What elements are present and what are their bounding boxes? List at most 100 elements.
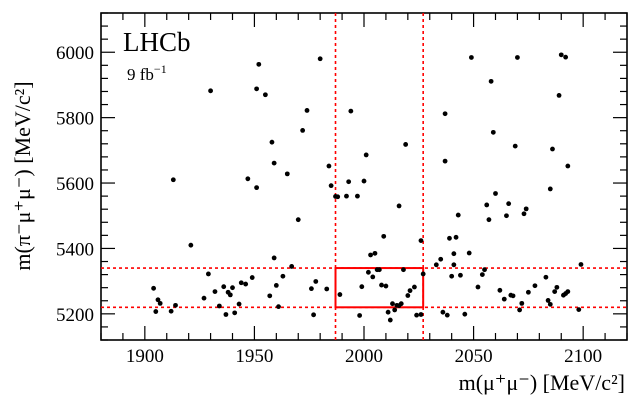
- data-points: [151, 52, 584, 323]
- data-point: [348, 108, 354, 114]
- data-point: [368, 252, 373, 258]
- y-axis-title: m(π⁻μ⁺μ⁻) [MeV/c²]: [10, 81, 35, 270]
- data-point: [512, 143, 518, 149]
- data-point: [309, 286, 314, 292]
- data-point: [545, 298, 551, 303]
- data-point: [271, 255, 277, 261]
- data-point: [517, 307, 523, 313]
- luminosity-value: 9 fb: [127, 65, 154, 84]
- data-point: [155, 297, 161, 303]
- data-point: [565, 289, 571, 295]
- luminosity-label: 9 fb−1: [127, 62, 167, 84]
- data-point: [387, 317, 393, 323]
- data-point: [556, 93, 562, 98]
- plot-frame: [100, 12, 628, 341]
- data-point: [346, 179, 352, 185]
- data-point: [269, 139, 275, 145]
- data-point: [335, 194, 341, 200]
- data-point: [313, 279, 319, 284]
- data-point: [249, 275, 255, 280]
- data-point: [267, 293, 273, 299]
- data-point: [365, 269, 371, 275]
- data-point: [451, 251, 457, 257]
- data-point: [276, 304, 281, 310]
- data-point: [173, 302, 178, 308]
- data-point: [238, 280, 244, 286]
- data-point: [300, 127, 306, 133]
- data-point: [515, 55, 520, 60]
- data-point: [554, 284, 560, 290]
- data-point: [532, 283, 538, 289]
- y-tick-label: 5800: [56, 109, 94, 130]
- data-point: [525, 289, 531, 295]
- data-point: [501, 296, 507, 302]
- data-point: [361, 178, 367, 184]
- data-point: [407, 288, 413, 294]
- data-point: [414, 312, 419, 318]
- data-point: [475, 284, 481, 290]
- data-point: [304, 108, 310, 113]
- data-point: [451, 262, 457, 268]
- x-tick-label: 2100: [564, 346, 602, 367]
- data-point: [390, 301, 395, 307]
- data-point: [205, 271, 211, 277]
- data-point: [376, 267, 382, 273]
- data-point: [453, 234, 459, 240]
- data-point: [401, 267, 406, 273]
- data-point: [418, 312, 424, 317]
- data-point: [208, 88, 213, 94]
- data-point: [455, 212, 461, 218]
- x-tick-label: 1950: [235, 346, 273, 367]
- data-point: [488, 78, 494, 84]
- data-point: [442, 111, 448, 117]
- data-point: [326, 163, 332, 169]
- data-point: [153, 309, 159, 314]
- data-point: [236, 301, 242, 307]
- data-point: [510, 293, 516, 299]
- data-point: [578, 262, 584, 267]
- data-point: [223, 312, 229, 317]
- data-point: [262, 92, 268, 98]
- axis-ticks: 1900 1950 2000 2050 2100 5200 5400 5600 5800 6000: [56, 12, 628, 367]
- data-point: [245, 176, 251, 182]
- data-point: [254, 185, 260, 191]
- data-point: [565, 163, 571, 169]
- data-point: [355, 193, 360, 199]
- data-point: [273, 282, 279, 288]
- data-point: [216, 303, 222, 309]
- data-point: [398, 301, 404, 307]
- data-point: [504, 213, 509, 219]
- data-point: [490, 129, 496, 135]
- data-point: [289, 264, 295, 269]
- data-point: [243, 281, 249, 287]
- data-point: [370, 274, 376, 280]
- x-tick-label: 2000: [345, 346, 383, 367]
- data-point: [168, 308, 174, 314]
- data-point: [482, 267, 487, 273]
- data-point: [385, 309, 391, 315]
- data-point: [403, 142, 409, 147]
- data-point: [486, 217, 492, 223]
- data-point: [221, 284, 227, 290]
- data-point: [420, 271, 426, 277]
- data-point: [256, 61, 262, 67]
- data-point: [363, 152, 369, 158]
- data-point: [381, 233, 387, 239]
- data-point: [418, 238, 424, 243]
- data-point: [506, 201, 512, 207]
- data-point: [493, 191, 498, 196]
- data-point: [284, 171, 290, 177]
- data-point: [466, 250, 472, 256]
- data-point: [157, 300, 163, 306]
- data-point: [227, 292, 233, 298]
- data-point: [372, 250, 378, 256]
- data-point: [280, 273, 286, 279]
- data-point: [188, 242, 194, 248]
- data-point: [328, 183, 334, 189]
- data-point: [497, 287, 503, 293]
- data-point: [479, 272, 485, 277]
- data-point: [344, 193, 349, 199]
- data-point: [212, 289, 218, 295]
- data-point: [396, 203, 402, 209]
- y-tick-label: 5200: [56, 305, 94, 326]
